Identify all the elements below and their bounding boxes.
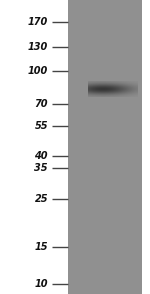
Text: 70: 70 xyxy=(34,99,48,109)
Bar xyxy=(68,0,142,294)
Text: 55: 55 xyxy=(34,121,48,131)
Text: 35: 35 xyxy=(34,163,48,173)
Text: 40: 40 xyxy=(34,151,48,161)
Text: 170: 170 xyxy=(28,17,48,27)
Text: 130: 130 xyxy=(28,42,48,52)
Text: 25: 25 xyxy=(34,194,48,204)
Text: 100: 100 xyxy=(28,66,48,76)
Text: 10: 10 xyxy=(34,279,48,289)
Text: 15: 15 xyxy=(34,242,48,252)
